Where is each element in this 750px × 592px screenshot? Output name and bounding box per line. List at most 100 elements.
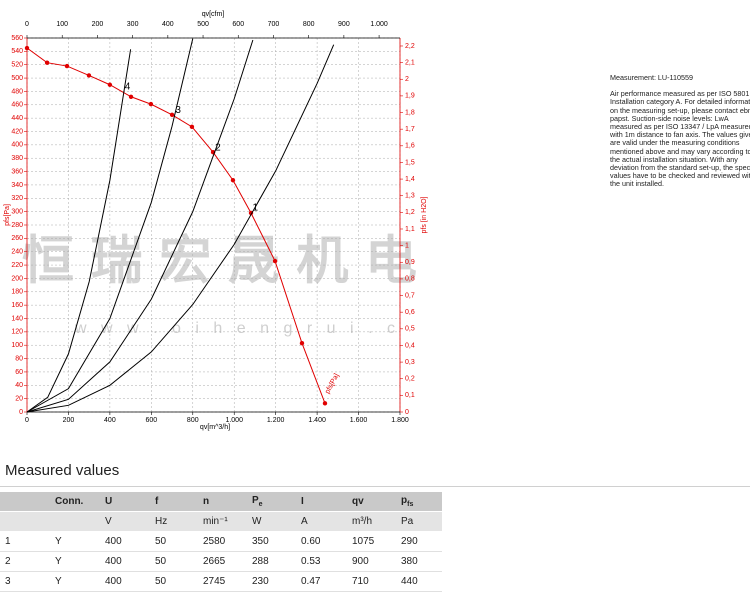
notes-text: Air performance measured as per ISO 5801… xyxy=(610,89,750,189)
table-cell: 50 xyxy=(150,551,198,572)
y-tick-label: 560 xyxy=(11,35,23,42)
series-label: pfs[Pa] xyxy=(324,373,340,396)
data-point xyxy=(24,45,30,51)
header-sub: fs xyxy=(407,501,414,508)
y2-tick-label: 1,5 xyxy=(405,159,415,166)
header-symbol: U xyxy=(105,496,113,507)
y2-tick-label: 0,7 xyxy=(405,292,415,299)
y-tick-label: 480 xyxy=(11,88,23,95)
y2-tick-label: 2 xyxy=(405,76,409,83)
x-tick-label: 0 xyxy=(25,417,29,424)
table-cell: 440 xyxy=(396,571,442,592)
data-point xyxy=(322,401,328,406)
x2-tick-label: 400 xyxy=(162,21,174,28)
y2-tick-label: 1,3 xyxy=(405,193,415,200)
table-cell: 0.47 xyxy=(296,571,347,592)
table-cell: 50 xyxy=(150,531,198,552)
table-cell: 1 xyxy=(0,531,50,552)
y-tick-label: 520 xyxy=(11,62,23,69)
y2-tick-label: 0,5 xyxy=(405,326,415,333)
y2-tick-label: 1,9 xyxy=(405,93,415,100)
table-cell: 400 xyxy=(100,571,150,592)
data-point xyxy=(169,112,175,118)
y-tick-label: 360 xyxy=(11,168,23,175)
y-tick-label: 180 xyxy=(11,289,23,296)
unit-cell: V xyxy=(100,511,150,532)
table-cell: 1075 xyxy=(347,531,396,552)
header-symbol: P xyxy=(252,495,259,506)
y2-tick-label: 0,4 xyxy=(405,342,415,349)
operating-point-label: 1 xyxy=(252,202,258,213)
y-tick-label: 300 xyxy=(11,208,23,215)
data-point xyxy=(44,60,50,65)
header-cell: pfs xyxy=(396,492,442,512)
series-line xyxy=(26,47,326,404)
x2-tick-label: 200 xyxy=(92,21,104,28)
y2-tick-label: 1,8 xyxy=(405,109,415,116)
table-cell: 350 xyxy=(247,531,296,552)
header-sub: e xyxy=(258,501,263,508)
header-symbol: f xyxy=(155,496,159,507)
x-tick-label: 1.600 xyxy=(350,417,368,424)
y-tick-label: 0 xyxy=(19,409,23,416)
table-row: 2 Y 400 50 2665 288 0.53 900 380 xyxy=(0,551,442,572)
data-point xyxy=(64,63,70,69)
y-tick-label: 80 xyxy=(15,355,23,362)
table-cell: 2745 xyxy=(198,571,247,592)
y-tick-label: 100 xyxy=(11,342,23,349)
series-line xyxy=(26,49,132,413)
table-cell: 0.53 xyxy=(296,551,347,572)
header-cell: qv xyxy=(347,492,396,512)
x2-tick-label: 100 xyxy=(56,21,68,28)
x2-tick-label: 1.000 xyxy=(370,21,388,28)
header-symbol: Conn. xyxy=(55,496,84,507)
table-cell: 288 xyxy=(247,551,296,572)
x2-tick-label: 800 xyxy=(303,21,315,28)
y2-tick-label: 1,7 xyxy=(405,126,415,133)
y2-tick-label: 0,1 xyxy=(405,392,415,399)
x-tick-label: 600 xyxy=(145,417,157,424)
y-tick-label: 380 xyxy=(11,155,23,162)
table-cell: Y xyxy=(50,551,100,572)
x2-tick-label: 600 xyxy=(232,21,244,28)
y2-tick-label: 1,1 xyxy=(405,226,415,233)
unit-cell: Hz xyxy=(150,511,198,532)
y2-tick-label: 0 xyxy=(405,409,409,416)
y2-tick-label: 1,6 xyxy=(405,143,415,150)
y-tick-label: 60 xyxy=(15,369,23,376)
unit-cell xyxy=(50,511,100,532)
y-tick-label: 20 xyxy=(15,395,23,402)
unit-cell: W xyxy=(247,511,296,532)
operating-point-label: 3 xyxy=(175,105,181,116)
table-cell: 380 xyxy=(396,551,442,572)
data-point xyxy=(299,341,305,346)
y2-tick-label: 2,1 xyxy=(405,59,415,66)
data-point xyxy=(272,258,278,264)
x2-tick-label: 300 xyxy=(127,21,139,28)
x-tick-label: 1.400 xyxy=(308,417,326,424)
separator xyxy=(0,486,750,487)
series-line xyxy=(26,44,335,413)
y-tick-label: 440 xyxy=(11,115,23,122)
y2-tick-label: 0,2 xyxy=(405,376,415,383)
operating-point-label: 2 xyxy=(215,142,221,153)
y-tick-label: 460 xyxy=(11,102,23,109)
x2-tick-label: 900 xyxy=(338,21,350,28)
data-point xyxy=(148,101,154,107)
operating-point-label: 4 xyxy=(125,81,131,92)
y-tick-label: 320 xyxy=(11,195,23,202)
table-cell: 0.60 xyxy=(296,531,347,552)
y-tick-label: 160 xyxy=(11,302,23,309)
x2-tick-label: 500 xyxy=(197,21,209,28)
series-line xyxy=(26,39,254,413)
y2-tick-label: 0,6 xyxy=(405,309,415,316)
table-title: Measured values xyxy=(5,462,120,479)
data-point xyxy=(230,178,236,183)
table-cell: 2580 xyxy=(198,531,247,552)
y-tick-label: 260 xyxy=(11,235,23,242)
